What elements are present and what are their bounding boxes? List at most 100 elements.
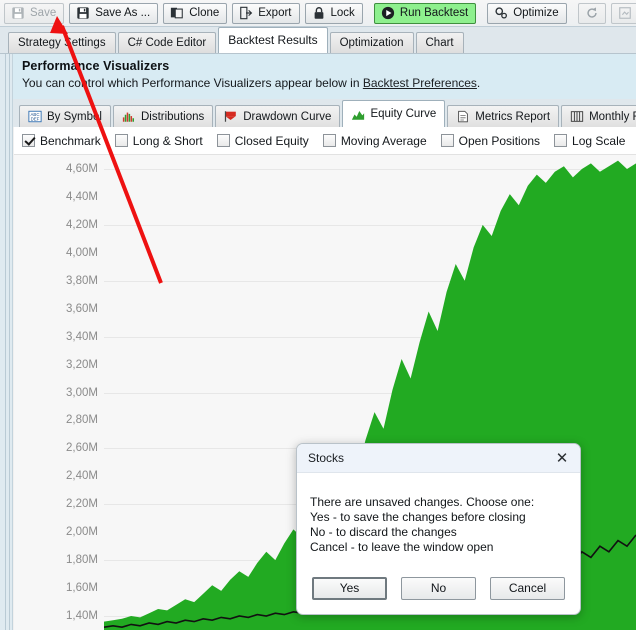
visualizer-tab-label: By Symbol bbox=[47, 110, 102, 123]
tab-label: C# Code Editor bbox=[127, 37, 207, 49]
checkbox-box[interactable] bbox=[114, 134, 128, 147]
checkbox-label: Long & Short bbox=[132, 133, 203, 148]
play-icon bbox=[381, 6, 394, 20]
toolbar-button-label: Save As ... bbox=[95, 7, 151, 19]
visualizer-tab-by-symbol[interactable]: ABC DEF By Symbol bbox=[19, 105, 111, 127]
backtest-preferences-link[interactable]: Backtest Preferences bbox=[362, 76, 477, 90]
dialog-line: There are unsaved changes. Choose one: bbox=[310, 495, 535, 509]
dialog-button-cancel[interactable]: Cancel bbox=[490, 577, 565, 600]
y-axis-tick-label: 1,60M bbox=[66, 582, 98, 595]
y-axis-tick-label: 3,80M bbox=[66, 274, 98, 287]
checkbox-closed-equity[interactable]: Closed Equity bbox=[216, 133, 309, 148]
toolbar-button-com[interactable]: Com bbox=[610, 2, 636, 24]
dialog-line: No - to discard the changes bbox=[310, 525, 457, 539]
toolbar-button-refresh-icon[interactable] bbox=[577, 2, 606, 24]
y-axis-tick-label: 4,00M bbox=[66, 246, 98, 259]
chart-gridline bbox=[104, 337, 636, 338]
y-axis-tick-label: 4,20M bbox=[66, 218, 98, 231]
chart-options-row: Benchmark Long & Short Closed Equity Moving… bbox=[14, 127, 636, 155]
tab-label: Backtest Results bbox=[228, 33, 318, 47]
document-icon bbox=[458, 110, 469, 123]
checkbox-box[interactable] bbox=[216, 134, 230, 147]
checkbox-box[interactable] bbox=[554, 134, 568, 147]
toolbar-button-label: Save bbox=[30, 7, 57, 19]
toolbar-button-optimize[interactable]: Optimize bbox=[487, 2, 567, 24]
dialog-button-no[interactable]: No bbox=[401, 577, 476, 600]
tab-backtest-results[interactable]: Backtest Results bbox=[218, 27, 328, 53]
gears-icon bbox=[495, 7, 508, 19]
dialog-button-row: Yes No Cancel bbox=[297, 577, 580, 600]
export-icon bbox=[240, 6, 253, 20]
checkbox-label: Open Positions bbox=[458, 133, 541, 148]
toolbar-button-save-as[interactable]: Save As ... bbox=[69, 2, 159, 24]
y-axis-labels: 4,60M 4,40M 4,20M 4,00M 3,80M 3,60M 3,40M 3,20M… bbox=[14, 155, 98, 630]
y-axis-tick-label: 4,40M bbox=[66, 190, 98, 203]
y-axis-tick-label: 1,40M bbox=[66, 610, 98, 623]
banner-text-after: . bbox=[476, 76, 481, 90]
visualizer-tab-label: Metrics Report bbox=[475, 110, 551, 123]
toolbar-button-clone[interactable]: Clone bbox=[163, 2, 228, 24]
checkbox-box[interactable] bbox=[322, 134, 336, 147]
visualizer-tab-equity-curve[interactable]: Equity Curve bbox=[342, 100, 446, 127]
close-icon[interactable]: ✕ bbox=[555, 450, 569, 467]
dialog-button-label: Cancel bbox=[508, 581, 547, 595]
dialog-title-bar: Stocks ✕ bbox=[297, 444, 580, 473]
dialog-title: Stocks bbox=[308, 451, 345, 465]
tab-chart[interactable]: Chart bbox=[415, 32, 464, 53]
tab-label: Chart bbox=[425, 37, 454, 49]
checkbox-log-scale[interactable]: Log Scale bbox=[554, 134, 625, 148]
banner-description: You can control which Performance Visual… bbox=[22, 76, 636, 90]
y-axis-tick-label: 4,60M bbox=[66, 162, 98, 175]
dialog-button-label: Yes bbox=[339, 581, 360, 595]
banner-title: Performance Visualizers bbox=[22, 59, 170, 73]
tab-label: Strategy Settings bbox=[18, 37, 106, 49]
chart-gridline bbox=[104, 393, 636, 394]
toolbar-button-label: Clone bbox=[189, 7, 220, 19]
chart-gridline bbox=[104, 281, 636, 282]
dialog-button-yes[interactable]: Yes bbox=[312, 577, 387, 600]
visualizer-tab-drawdown-curve[interactable]: Drawdown Curve bbox=[215, 105, 341, 127]
checkbox-moving-average[interactable]: Moving Average bbox=[322, 133, 427, 148]
toolbar-button-save[interactable]: Save bbox=[4, 2, 65, 24]
visualizer-tab-metrics-report[interactable]: Metrics Report bbox=[447, 105, 560, 127]
y-axis-tick-label: 3,40M bbox=[66, 330, 98, 343]
y-axis-tick-label: 2,00M bbox=[66, 526, 98, 539]
lock-icon bbox=[314, 7, 323, 19]
performance-visualizers-banner: Performance Visualizers You can control … bbox=[13, 54, 636, 99]
toolbar-button-label: Lock bbox=[330, 7, 355, 19]
toolbar-button-lock[interactable]: Lock bbox=[304, 2, 363, 24]
compare-icon bbox=[618, 7, 631, 19]
y-axis-tick-label: 2,60M bbox=[66, 442, 98, 455]
toolbar-button-label: Export bbox=[258, 7, 292, 19]
checkbox-box[interactable] bbox=[440, 134, 454, 147]
svg-text:DEF: DEF bbox=[31, 117, 40, 122]
tab-c-code-editor[interactable]: C# Code Editor bbox=[117, 32, 217, 53]
main-tab-strip: Strategy Settings C# Code Editor Backtest … bbox=[0, 27, 636, 54]
checkbox-long-short[interactable]: Long & Short bbox=[114, 133, 203, 148]
checkbox-benchmark[interactable]: Benchmark bbox=[22, 134, 101, 148]
visualizer-tab-distributions[interactable]: Distributions bbox=[112, 105, 214, 127]
dialog-message: There are unsaved changes. Choose one: Ye… bbox=[297, 473, 580, 555]
save-icon bbox=[12, 7, 24, 19]
visualizer-tab-label: Monthly Return bbox=[589, 110, 636, 123]
visualizer-tab-monthly-return[interactable]: Monthly Return bbox=[561, 105, 636, 127]
tab-optimization[interactable]: Optimization bbox=[329, 32, 414, 53]
tab-strategy-settings[interactable]: Strategy Settings bbox=[8, 32, 116, 53]
dialog-button-label: No bbox=[430, 581, 447, 595]
y-axis-tick-label: 3,20M bbox=[66, 358, 98, 371]
unsaved-changes-dialog: Stocks ✕ There are unsaved changes. Choo… bbox=[296, 443, 581, 615]
checkbox-label: Closed Equity bbox=[234, 133, 309, 148]
checkbox-label: Log Scale bbox=[572, 133, 626, 148]
toolbar-button-export[interactable]: Export bbox=[232, 2, 300, 24]
checkbox-open-positions[interactable]: Open Positions bbox=[440, 133, 541, 148]
toolbar-button-run-backtest[interactable]: Run Backtest bbox=[373, 2, 477, 24]
y-axis-tick-label: 1,80M bbox=[66, 554, 98, 567]
checkbox-box[interactable] bbox=[22, 134, 35, 147]
banner-text-before: You can control which Performance Visual… bbox=[22, 76, 363, 90]
tab-label: Optimization bbox=[339, 37, 404, 49]
refresh-icon bbox=[587, 7, 597, 18]
panel-rail bbox=[0, 54, 13, 630]
drawdown-flag-icon bbox=[225, 111, 237, 122]
checkbox-label: Moving Average bbox=[340, 133, 427, 148]
